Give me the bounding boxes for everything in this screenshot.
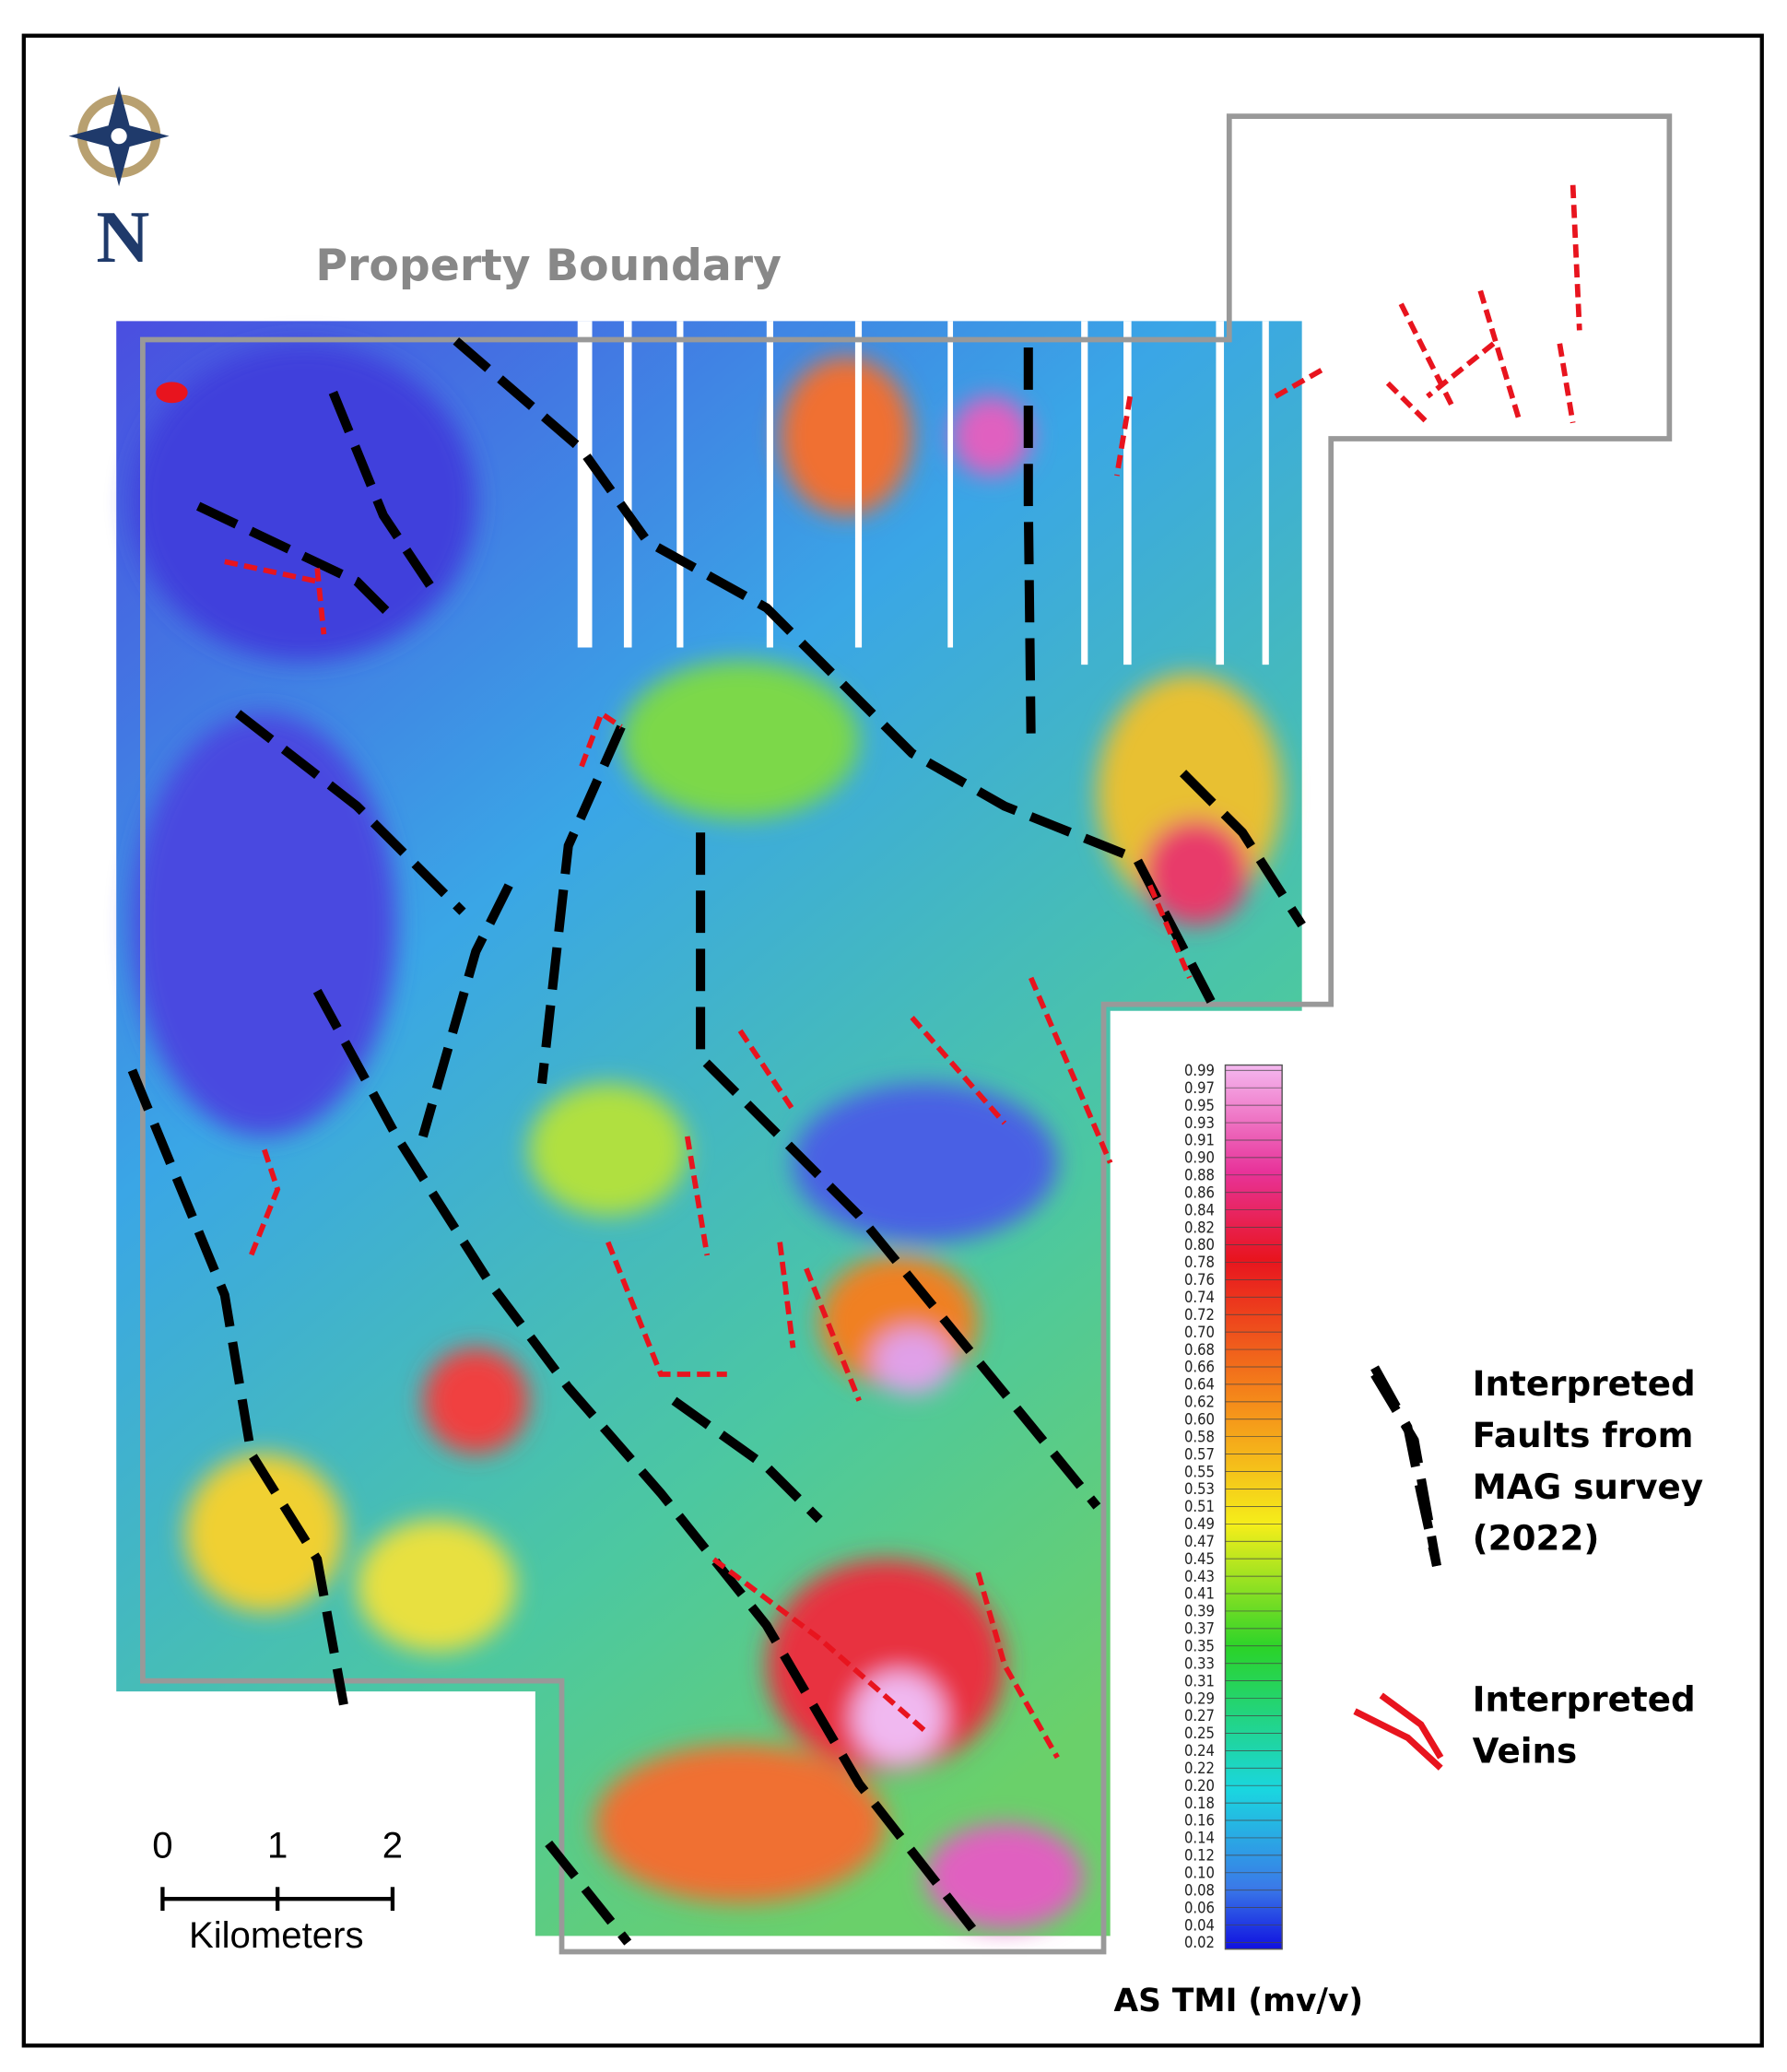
colorbar-label: 0.45 xyxy=(1184,1550,1215,1568)
colorbar-label: 0.70 xyxy=(1184,1324,1215,1341)
colorbar-label: 0.82 xyxy=(1184,1218,1215,1236)
frame xyxy=(21,33,1764,2048)
colorbar-label: 0.25 xyxy=(1184,1725,1215,1742)
colorbar-label: 0.97 xyxy=(1184,1079,1215,1097)
property-boundary xyxy=(140,113,1673,1955)
north-arrow: N xyxy=(68,86,170,278)
colorbar-label: 0.39 xyxy=(1184,1603,1215,1620)
colorbar-label: 0.51 xyxy=(1184,1498,1215,1515)
colorbar-label: 0.20 xyxy=(1184,1777,1215,1795)
colorbar-label: 0.57 xyxy=(1184,1445,1215,1463)
colorbar-label: 0.35 xyxy=(1184,1638,1215,1655)
colorbar-label: 0.49 xyxy=(1184,1515,1215,1533)
colorbar-label: 0.76 xyxy=(1184,1271,1215,1289)
scale-tick: 0 xyxy=(152,1825,172,1866)
colorbar-label: 0.37 xyxy=(1184,1620,1215,1638)
legend-label: MAG survey xyxy=(1473,1466,1703,1507)
colorbar-label: 0.90 xyxy=(1184,1149,1215,1167)
legend xyxy=(1353,1365,1444,1771)
colorbar-label: 0.93 xyxy=(1184,1114,1215,1132)
colorbar-label: 0.24 xyxy=(1184,1742,1215,1760)
colorbar-label: 0.27 xyxy=(1184,1707,1215,1725)
colorbar-label: 0.72 xyxy=(1184,1306,1215,1324)
veins xyxy=(224,184,1582,1760)
legend-label: Faults from xyxy=(1473,1415,1694,1455)
scale-bar: 0 1 2 Kilometers xyxy=(152,1825,403,1956)
legend-label: Interpreted xyxy=(1473,1363,1696,1404)
colorbar-label: 0.10 xyxy=(1184,1865,1215,1882)
colorbar-label: 0.41 xyxy=(1184,1585,1215,1603)
colorbar-label: 0.78 xyxy=(1184,1254,1215,1271)
colorbar-label: 0.68 xyxy=(1184,1341,1215,1359)
colorbar-label: 0.22 xyxy=(1184,1760,1215,1777)
colorbar-label: 0.55 xyxy=(1184,1463,1215,1480)
colorbar-label: 0.16 xyxy=(1184,1812,1215,1830)
colorbar-label: 0.43 xyxy=(1184,1568,1215,1585)
colorbar-label: 0.06 xyxy=(1184,1899,1215,1916)
boundary-label: Property Boundary xyxy=(315,241,782,291)
colorbar-label: 0.91 xyxy=(1184,1132,1215,1149)
colorbar-title: AS TMI (mv/v) xyxy=(1113,1983,1363,2019)
colorbar-label: 0.95 xyxy=(1184,1097,1215,1114)
colorbar-label: 0.88 xyxy=(1184,1167,1215,1184)
legend-label: (2022) xyxy=(1473,1518,1600,1559)
legend-label: Interpreted xyxy=(1473,1679,1696,1720)
north-label: N xyxy=(96,196,149,278)
colorbar-label: 0.64 xyxy=(1184,1376,1215,1394)
colorbar-label: 0.31 xyxy=(1184,1672,1215,1689)
colorbar-label: 0.74 xyxy=(1184,1289,1215,1306)
colorbar-label: 0.80 xyxy=(1184,1236,1215,1254)
colorbar-label: 0.62 xyxy=(1184,1394,1215,1411)
colorbar-label: 0.99 xyxy=(1184,1062,1215,1079)
legend-label: Veins xyxy=(1473,1731,1578,1772)
colorbar-label: 0.47 xyxy=(1184,1533,1215,1550)
colorbar-label: 0.66 xyxy=(1184,1359,1215,1376)
colorbar: AS TMI (mv/v) 0.990.970.950.930.910.900.… xyxy=(1113,1062,1363,2019)
colorbar-label: 0.58 xyxy=(1184,1428,1215,1445)
magnetic-image xyxy=(116,321,1302,1937)
colorbar-label: 0.29 xyxy=(1184,1689,1215,1707)
colorbar-label: 0.53 xyxy=(1184,1480,1215,1498)
faults xyxy=(127,337,1441,1946)
colorbar-label: 0.60 xyxy=(1184,1411,1215,1429)
colorbar-label: 0.14 xyxy=(1184,1830,1215,1847)
colorbar-label: 0.08 xyxy=(1184,1881,1215,1899)
colorbar-label: 0.04 xyxy=(1184,1916,1215,1934)
colorbar-label: 0.12 xyxy=(1184,1847,1215,1865)
colorbar-label: 0.33 xyxy=(1184,1654,1215,1672)
colorbar-label: 0.18 xyxy=(1184,1795,1215,1812)
colorbar-label: 0.84 xyxy=(1184,1201,1215,1218)
scale-tick: 1 xyxy=(267,1825,288,1866)
scale-tick: 2 xyxy=(382,1825,403,1866)
vein-cluster xyxy=(156,382,188,404)
colorbar-label: 0.86 xyxy=(1184,1183,1215,1201)
scale-unit: Kilometers xyxy=(189,1914,364,1956)
colorbar-label: 0.02 xyxy=(1184,1934,1215,1951)
